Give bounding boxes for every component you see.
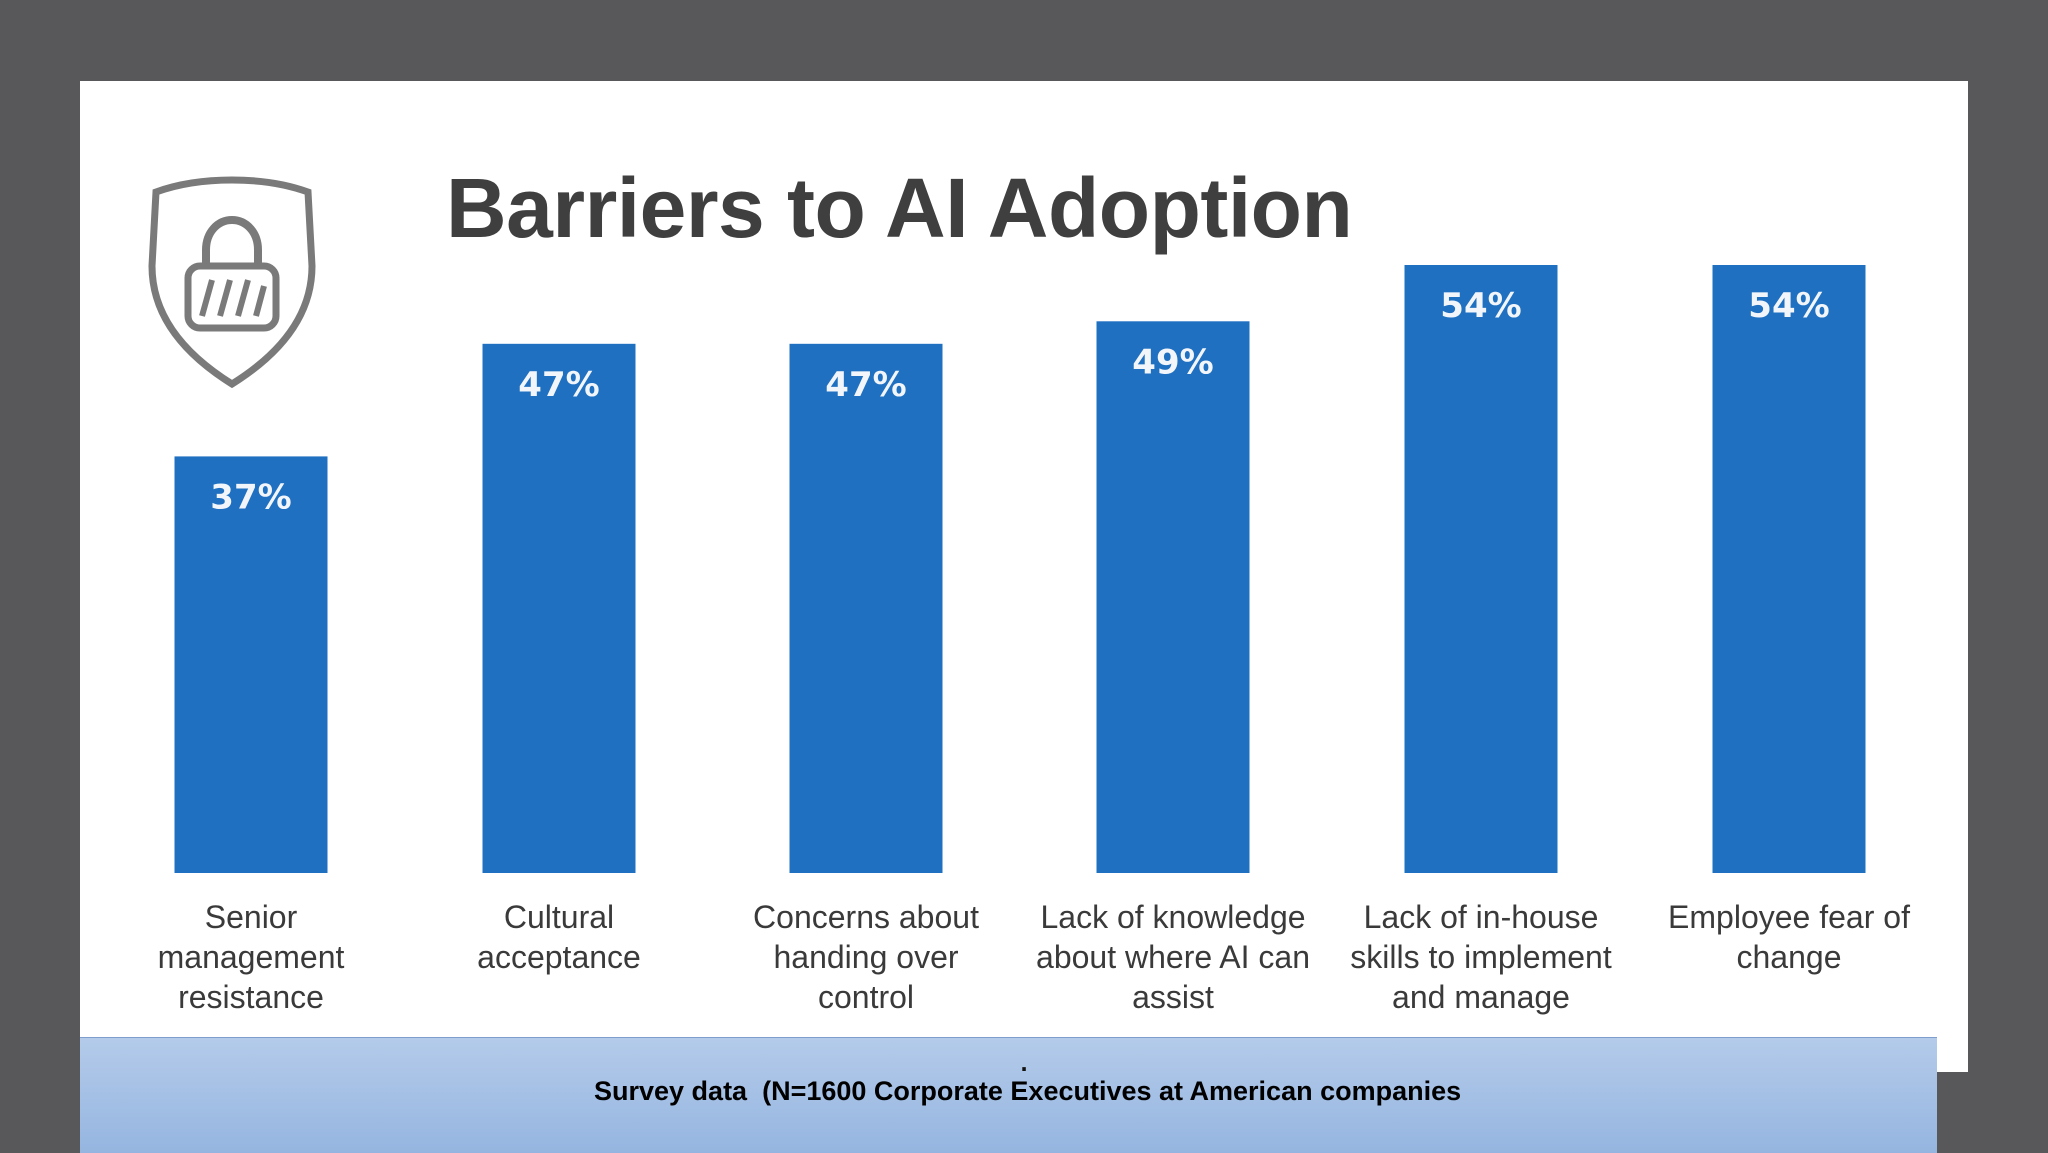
bar-value-label-3: 47% [825, 365, 906, 405]
bar-6 [1712, 265, 1866, 873]
category-label-4: Lack of knowledge about where AI can assis… [1036, 899, 1310, 1015]
bar-4 [1096, 321, 1250, 874]
bar-2 [482, 343, 636, 873]
bar-value-label-4: 49% [1132, 342, 1213, 382]
slide [80, 81, 1968, 1072]
bar-value-label-5: 54% [1440, 286, 1521, 326]
footer-dot: . [1020, 1052, 1028, 1076]
chart-title: Barriers to AI Adoption [446, 161, 1353, 255]
category-label-1: Senior management resistance [158, 899, 345, 1015]
category-label-5: Lack of in-house skills to implement and m… [1350, 899, 1612, 1015]
shield-lock-icon [144, 176, 320, 389]
category-label-3: Concerns about handing over control [753, 899, 979, 1015]
footer-caption: Survey data (N=1600 Corporate Executives… [594, 1076, 1462, 1106]
category-label-6: Employee fear of change [1668, 899, 1910, 975]
bar-value-label-6: 54% [1748, 286, 1829, 326]
category-label-2: Cultural acceptance [477, 899, 641, 975]
bar-value-label-2: 47% [518, 365, 599, 405]
bar-3 [789, 343, 943, 873]
bar-1 [174, 456, 328, 873]
footer-banner [80, 1037, 1937, 1153]
bar-5 [1404, 265, 1558, 873]
bar-value-label-1: 37% [210, 477, 291, 517]
